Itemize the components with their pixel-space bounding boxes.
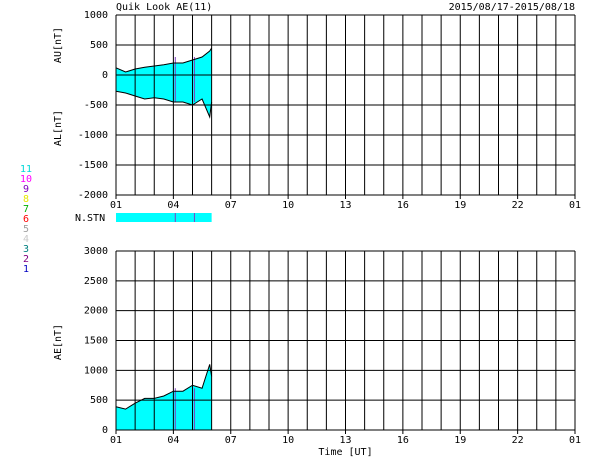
chart-subtitle: 2015/08/17-2015/08/18 — [449, 2, 575, 13]
x-tick-label: 07 — [225, 435, 237, 446]
y-tick-label: -500 — [84, 100, 108, 111]
station-legend-label: 3 — [23, 244, 29, 255]
x-tick-label: 01 — [569, 200, 581, 211]
x-tick-label: 19 — [454, 200, 466, 211]
y-tick-label: 1000 — [84, 365, 108, 376]
station-legend-label: 8 — [23, 194, 29, 205]
station-legend-label: 5 — [23, 224, 29, 235]
y-tick-label: 1000 — [84, 10, 108, 21]
nstn-bar — [116, 213, 212, 222]
x-tick-label: 01 — [110, 200, 122, 211]
band-fill — [116, 48, 212, 117]
y-tick-label: -1500 — [78, 160, 108, 171]
x-tick-label: 01 — [569, 435, 581, 446]
y-tick-label: -1000 — [78, 130, 108, 141]
station-legend-label: 7 — [23, 204, 29, 215]
y-tick-label: 3000 — [84, 246, 108, 257]
x-tick-label: 13 — [339, 200, 351, 211]
y-tick-label: 0 — [102, 425, 108, 436]
area-fill — [116, 364, 212, 430]
y-tick-label: 0 — [102, 70, 108, 81]
y-tick-label: 500 — [90, 40, 108, 51]
x-tick-label: 19 — [454, 435, 466, 446]
station-legend-label: 9 — [23, 184, 29, 195]
x-tick-label: 04 — [167, 200, 179, 211]
x-tick-label: 16 — [397, 200, 409, 211]
series-line — [115, 90, 213, 119]
x-tick-label: 13 — [339, 435, 351, 446]
y-tick-label: 2000 — [84, 306, 108, 317]
station-legend-label: 4 — [23, 234, 29, 245]
x-tick-label: 22 — [512, 200, 524, 211]
x-tick-label: 22 — [512, 435, 524, 446]
station-legend-label: 2 — [23, 254, 29, 265]
y-tick-label: 2500 — [84, 276, 108, 287]
x-axis-label: Time [UT] — [318, 447, 372, 458]
x-tick-label: 07 — [225, 200, 237, 211]
y-axis-label: AE[nT] — [53, 324, 64, 360]
series-line — [115, 47, 213, 73]
nstn-label: N.STN — [75, 213, 105, 224]
y-tick-label: 500 — [90, 395, 108, 406]
y-tick-label: -2000 — [78, 190, 108, 201]
y-axis-label: AL[nT] — [53, 110, 64, 146]
station-legend-label: 10 — [20, 174, 32, 185]
y-tick-label: 1500 — [84, 336, 108, 347]
station-legend-label: 6 — [23, 214, 29, 225]
y-axis-label: AU[nT] — [53, 27, 64, 63]
x-tick-label: 04 — [167, 435, 179, 446]
series-line — [115, 364, 213, 410]
station-legend-label: 1 — [23, 264, 29, 275]
x-tick-label: 10 — [282, 435, 294, 446]
x-tick-label: 01 — [110, 435, 122, 446]
station-legend-label: 11 — [20, 164, 32, 175]
x-tick-label: 16 — [397, 435, 409, 446]
chart-title: Quik Look AE(11) — [116, 2, 212, 13]
x-tick-label: 10 — [282, 200, 294, 211]
